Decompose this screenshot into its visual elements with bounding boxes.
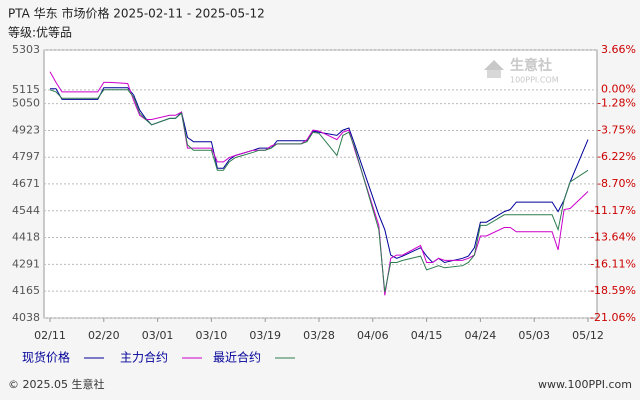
watermark-logo bbox=[484, 60, 504, 70]
y2-tick-label: -16.11% bbox=[590, 257, 636, 270]
y-tick-label: 4165 bbox=[12, 284, 40, 297]
legend-label: 主力合约 bbox=[120, 350, 168, 365]
y2-tick-label: 3.66% bbox=[601, 43, 636, 56]
x-tick-label: 03/28 bbox=[303, 329, 335, 342]
legend-label: 现货价格 bbox=[22, 350, 70, 365]
x-tick-label: 04/24 bbox=[465, 329, 497, 342]
y2-tick-label: 0.00% bbox=[601, 83, 636, 96]
y-tick-label: 4923 bbox=[12, 124, 40, 137]
chart-subtitle: 等级:优等品 bbox=[8, 26, 72, 40]
x-tick-label: 03/01 bbox=[142, 329, 174, 342]
y2-tick-label: -3.75% bbox=[597, 123, 636, 136]
watermark-site: 100PPI.COM bbox=[510, 76, 559, 85]
y2-tick-label: -6.22% bbox=[597, 150, 636, 163]
series-line bbox=[49, 89, 589, 293]
y-tick-label: 4418 bbox=[12, 230, 40, 243]
x-tick-label: 03/10 bbox=[196, 329, 228, 342]
copyright: © 2025.05 生意社 bbox=[8, 377, 104, 391]
y2-tick-label: -11.17% bbox=[590, 204, 636, 217]
y-tick-label: 4671 bbox=[12, 177, 40, 190]
y-tick-label: 4797 bbox=[12, 150, 40, 163]
x-tick-label: 02/11 bbox=[34, 329, 66, 342]
y-tick-label: 5115 bbox=[12, 83, 40, 96]
x-tick-label: 05/12 bbox=[572, 329, 604, 342]
y2-tick-label: -18.59% bbox=[590, 284, 636, 297]
y-tick-label: 4038 bbox=[12, 311, 40, 324]
y-tick-label: 5303 bbox=[12, 43, 40, 56]
chart-title: PTA 华东 市场价格 2025-02-11 - 2025-05-12 bbox=[8, 6, 265, 21]
series-line bbox=[50, 87, 589, 264]
y2-tick-label: -21.06% bbox=[590, 311, 636, 324]
y-tick-label: 5050 bbox=[12, 97, 40, 110]
y-tick-label: 4544 bbox=[12, 204, 40, 217]
website: www.100PPI.com bbox=[538, 378, 632, 391]
y-tick-label: 4291 bbox=[12, 257, 40, 270]
x-tick-label: 04/15 bbox=[411, 329, 443, 342]
watermark-name: 生意社 bbox=[510, 57, 552, 74]
x-tick-label: 02/20 bbox=[88, 329, 120, 342]
y2-tick-label: -8.70% bbox=[597, 177, 636, 190]
y2-tick-label: -13.64% bbox=[590, 231, 636, 244]
watermark-logo bbox=[487, 70, 501, 78]
x-tick-label: 04/06 bbox=[357, 329, 389, 342]
x-tick-label: 03/19 bbox=[249, 329, 281, 342]
x-tick-label: 05/03 bbox=[518, 329, 550, 342]
y2-tick-label: -1.28% bbox=[597, 97, 636, 110]
legend-label: 最近合约 bbox=[213, 350, 261, 365]
